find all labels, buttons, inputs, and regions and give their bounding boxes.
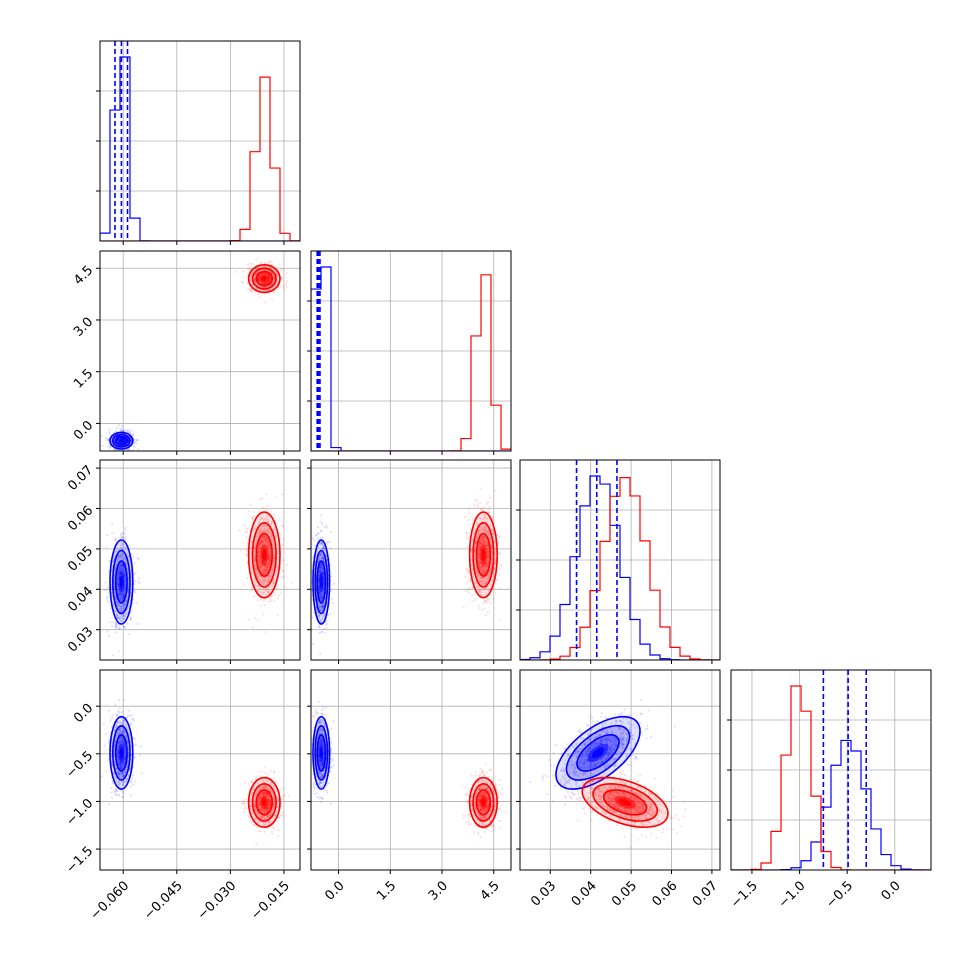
y-tick-label: 0.06 <box>65 503 96 534</box>
scatter-panel-p2-p4: 0.0 1.5 3.0 4.5 <box>307 669 512 904</box>
y-tick-label: −1.5 <box>63 844 96 877</box>
x-tick-label: 0.0 <box>879 878 904 903</box>
x-tick-label: 0.05 <box>609 878 640 909</box>
contour-red <box>468 511 498 599</box>
contour-red <box>581 776 669 828</box>
contour-blue <box>312 715 331 790</box>
contour-blue <box>555 715 641 790</box>
contour-blue <box>109 715 134 790</box>
hist-panel-p4: −1.5 −1.0 −0.5 0.0 <box>727 669 932 911</box>
y-tick-label: −1.0 <box>63 796 96 829</box>
scatter-panel-p2-p3 <box>307 459 512 664</box>
scatter-panel-p1-p3: 0.03 0.04 0.05 0.06 0.07 <box>65 459 301 664</box>
y-tick-label: 0.03 <box>65 624 96 655</box>
y-tick-label: 3.0 <box>71 315 96 340</box>
hist-panel-p1 <box>96 40 301 245</box>
histogram-blue <box>311 266 511 451</box>
histogram-red <box>731 685 931 870</box>
panel-frame <box>310 459 512 661</box>
y-tick-label: 1.5 <box>71 366 96 391</box>
scatter-panel-p1-p4: −0.060 −0.045 −0.030 −0.015 −1.5 −1.0 −0.5 0.0 <box>63 669 301 923</box>
contour-blue <box>109 431 134 450</box>
x-tick-label: −0.045 <box>141 878 186 923</box>
histogram-blue <box>731 739 931 870</box>
x-tick-label: −0.5 <box>823 878 856 911</box>
panel-frame <box>99 669 301 871</box>
panel-frame <box>99 459 301 661</box>
y-tick-label: −0.5 <box>63 749 96 782</box>
x-tick-label: 0.0 <box>322 878 347 903</box>
contour-blue <box>312 539 331 625</box>
panel-frame <box>519 669 721 871</box>
x-tick-label: −0.030 <box>195 878 240 923</box>
x-tick-label: 0.07 <box>690 878 721 909</box>
histogram-red <box>520 477 720 660</box>
x-tick-label: 4.5 <box>478 878 503 903</box>
panel-frame <box>310 669 512 871</box>
histogram-red <box>311 274 511 451</box>
contour-red <box>468 776 498 829</box>
y-tick-label: 0.0 <box>71 418 96 443</box>
y-tick-label: 0.05 <box>65 544 96 575</box>
x-tick-label: −0.015 <box>248 878 293 923</box>
y-tick-label: 4.5 <box>71 263 96 288</box>
x-tick-label: 0.04 <box>569 878 600 909</box>
contour-red <box>247 264 281 294</box>
x-tick-label: −1.0 <box>776 878 809 911</box>
contour-blue <box>109 539 134 625</box>
y-tick-label: 0.07 <box>65 463 96 494</box>
x-tick-label: 0.03 <box>528 878 559 909</box>
y-tick-label: 0.04 <box>65 584 96 615</box>
x-tick-label: 1.5 <box>374 878 399 903</box>
hist-panel-p2 <box>307 250 512 455</box>
scatter-panel-p3-p4: 0.03 0.04 0.05 0.06 0.07 <box>516 669 721 910</box>
x-tick-label: −1.5 <box>728 878 761 911</box>
hist-panel-p3 <box>516 459 721 664</box>
panel-frame <box>99 250 301 452</box>
y-tick-label: 0.0 <box>71 701 96 726</box>
contour-red <box>247 511 281 599</box>
x-tick-label: 3.0 <box>426 878 451 903</box>
x-tick-label: −0.060 <box>88 878 133 923</box>
x-tick-label: 0.06 <box>649 878 680 909</box>
scatter-panel-p1-p2: 0.0 1.5 3.0 4.5 <box>71 250 301 455</box>
contour-red <box>247 776 281 829</box>
histogram-blue <box>100 56 300 241</box>
